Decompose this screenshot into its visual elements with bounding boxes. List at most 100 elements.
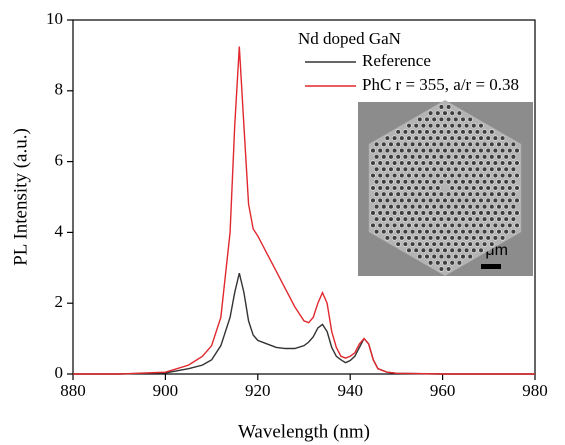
hole bbox=[424, 191, 430, 197]
hole bbox=[409, 179, 416, 185]
hole bbox=[449, 197, 455, 204]
hole bbox=[427, 197, 434, 204]
hole bbox=[503, 141, 509, 148]
hole bbox=[456, 222, 463, 229]
hole bbox=[413, 235, 419, 241]
hole bbox=[481, 179, 488, 185]
hole bbox=[420, 247, 427, 254]
hole bbox=[463, 147, 470, 154]
hole bbox=[417, 141, 423, 148]
hole bbox=[460, 216, 466, 222]
hole bbox=[388, 216, 394, 222]
hole bbox=[431, 228, 437, 235]
hole bbox=[409, 191, 416, 197]
hole bbox=[499, 185, 506, 191]
hole bbox=[449, 185, 455, 191]
hole bbox=[435, 135, 441, 141]
hole bbox=[427, 247, 434, 254]
hole bbox=[381, 228, 387, 235]
hole bbox=[478, 235, 484, 241]
hole bbox=[499, 210, 506, 216]
hole bbox=[489, 154, 495, 160]
hole bbox=[496, 179, 502, 185]
hole bbox=[427, 260, 434, 266]
hole bbox=[496, 228, 502, 235]
hole bbox=[424, 116, 430, 123]
hole bbox=[442, 122, 448, 129]
hole bbox=[492, 160, 499, 166]
hole bbox=[503, 216, 509, 222]
hole bbox=[381, 141, 387, 148]
hole bbox=[431, 241, 437, 247]
hole bbox=[467, 241, 473, 247]
hole bbox=[478, 172, 484, 179]
hole bbox=[427, 110, 434, 116]
hole bbox=[456, 210, 463, 216]
hole bbox=[388, 228, 394, 235]
x-tick-label: 920 bbox=[245, 381, 271, 400]
legend-label: PhC r = 355, a/r = 0.38 bbox=[362, 75, 519, 94]
hole bbox=[395, 179, 401, 185]
hole bbox=[373, 191, 380, 197]
hole bbox=[442, 135, 448, 141]
hole bbox=[481, 216, 488, 222]
hole bbox=[402, 166, 409, 173]
hole bbox=[399, 235, 405, 241]
hole bbox=[395, 241, 401, 247]
hole bbox=[510, 228, 517, 235]
hole bbox=[420, 160, 427, 166]
hole bbox=[417, 253, 423, 260]
hole bbox=[445, 191, 452, 197]
hole bbox=[496, 166, 502, 173]
hole bbox=[435, 147, 441, 154]
hole bbox=[445, 241, 452, 247]
hole bbox=[503, 203, 509, 210]
hole bbox=[442, 147, 448, 154]
hole bbox=[456, 160, 463, 166]
hole bbox=[381, 191, 387, 197]
hole bbox=[413, 247, 419, 254]
hole bbox=[492, 172, 499, 179]
hole bbox=[384, 197, 391, 204]
hole bbox=[438, 228, 445, 235]
hole bbox=[420, 235, 427, 241]
hole bbox=[435, 222, 441, 229]
hole bbox=[481, 241, 488, 247]
hole bbox=[467, 191, 473, 197]
hole bbox=[514, 147, 520, 154]
hole bbox=[399, 147, 405, 154]
hole bbox=[420, 197, 427, 204]
hole bbox=[388, 141, 394, 148]
hole bbox=[467, 179, 473, 185]
hole bbox=[424, 141, 430, 148]
hole bbox=[417, 216, 423, 222]
hole bbox=[478, 135, 484, 141]
hole bbox=[442, 222, 448, 229]
hole bbox=[445, 179, 452, 185]
hole bbox=[474, 216, 481, 222]
hole bbox=[384, 222, 391, 229]
hole bbox=[431, 166, 437, 173]
hole bbox=[384, 160, 391, 166]
hole bbox=[409, 216, 416, 222]
hole bbox=[431, 154, 437, 160]
hole bbox=[391, 172, 398, 179]
hole bbox=[384, 185, 391, 191]
hole bbox=[435, 260, 441, 266]
hole bbox=[424, 228, 430, 235]
hole bbox=[471, 210, 477, 216]
hole bbox=[453, 166, 459, 173]
hole bbox=[399, 210, 405, 216]
hole bbox=[438, 241, 445, 247]
x-axis-label: Wavelength (nm) bbox=[238, 421, 370, 442]
hole bbox=[489, 179, 495, 185]
hole bbox=[420, 135, 427, 141]
hole bbox=[503, 191, 509, 197]
hole bbox=[514, 160, 520, 166]
hole bbox=[474, 191, 481, 197]
hole bbox=[489, 141, 495, 148]
hole bbox=[499, 235, 506, 241]
hole bbox=[514, 185, 520, 191]
hole bbox=[460, 129, 466, 135]
hole bbox=[445, 203, 452, 210]
